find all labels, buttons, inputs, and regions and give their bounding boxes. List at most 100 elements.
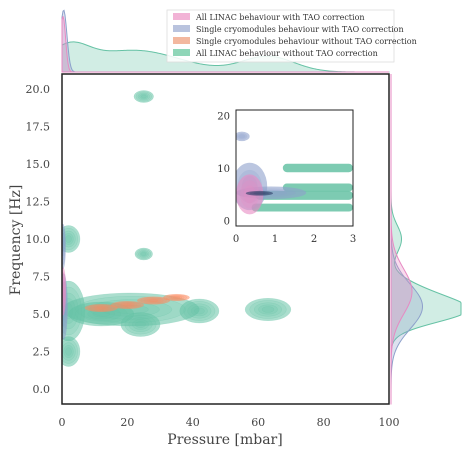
inset-density	[236, 131, 353, 215]
y-tick-label: 5.0	[33, 308, 51, 321]
inset-x-tick-label: 2	[311, 234, 317, 245]
x-tick-labels: 0 20 40 60 80 100	[59, 416, 400, 429]
x-axis-label: Pressure [mbar]	[167, 432, 282, 448]
inset-plot: 0 1 2 3 0 10 20	[217, 109, 356, 245]
legend-entry: All LINAC behaviour without TAO correcti…	[173, 49, 378, 58]
contour-level	[62, 227, 78, 251]
contour-level	[133, 90, 154, 103]
y-tick-label: 20.0	[26, 83, 51, 96]
marginal-x-density	[61, 9, 390, 73]
contour-level	[62, 272, 66, 311]
inset-y-tick-label: 20	[217, 111, 230, 122]
density-blob-s2-1	[62, 223, 66, 270]
contour-level	[258, 304, 278, 315]
density-blob-s0-9	[62, 336, 81, 367]
y-tick-label: 15.0	[26, 158, 51, 171]
legend-entry: Single cryomodules behaviour without TAO…	[173, 37, 417, 46]
contour-level	[62, 342, 76, 361]
y-tick-labels: 0.0 2.5 5.0 7.5 10.0 12.5 15.0 17.5 20.0	[26, 83, 51, 396]
contour-level	[94, 306, 109, 310]
contour-level	[146, 298, 161, 303]
contour-level	[128, 317, 153, 332]
density-blob-s3-0	[62, 267, 67, 316]
marginal-y-curve	[390, 74, 462, 404]
contour-level	[114, 301, 141, 309]
contour-level	[117, 302, 138, 308]
marginal-y-density	[390, 74, 462, 405]
contour-level	[249, 300, 287, 319]
contour-level	[261, 306, 275, 313]
contour-level	[62, 267, 67, 316]
contour-level	[139, 93, 149, 100]
contour-level	[62, 339, 78, 364]
density-blob-s0-7	[134, 247, 153, 261]
y-tick-label: 10.0	[26, 233, 51, 246]
contour-level	[63, 344, 74, 359]
y-tick-label: 7.5	[33, 271, 51, 284]
inset-blob	[236, 133, 248, 140]
contour-level	[120, 303, 135, 307]
legend-swatch	[173, 49, 190, 56]
inset-blob	[249, 191, 269, 195]
contour-level	[135, 321, 146, 328]
contour-level	[62, 228, 66, 265]
contour-level	[165, 294, 188, 301]
density-blob-s0-4	[179, 298, 220, 324]
x-tick-label: 80	[317, 416, 331, 429]
inset-blob	[236, 131, 250, 142]
inset-y-tick-label: 10	[217, 164, 230, 175]
contour-level	[170, 295, 183, 300]
inset-band	[282, 163, 353, 173]
contour-level	[193, 307, 205, 315]
inset-blob	[245, 190, 274, 196]
contour-level	[136, 296, 171, 305]
density-blob-s0-5	[244, 298, 292, 321]
y-axis-label: Frequency [Hz]	[8, 185, 24, 296]
density-blob-s0-3	[120, 312, 161, 337]
contour-level	[168, 295, 185, 300]
inset-tick-labels: 0 1 2 3 0 10 20	[217, 111, 356, 245]
x-tick-label: 60	[251, 416, 265, 429]
legend-label: Single cryomodules behaviour with TAO co…	[196, 25, 404, 34]
legend-label: All LINAC behaviour with TAO correction	[195, 13, 365, 22]
y-tick-label: 2.5	[33, 346, 51, 359]
contour-level	[187, 303, 212, 319]
y-tick-label: 0.0	[33, 383, 51, 396]
legend-box	[166, 9, 395, 63]
contour-level	[124, 314, 157, 335]
contour-level	[254, 302, 282, 317]
legend-swatch	[173, 13, 190, 20]
inset-x-tick-label: 1	[272, 234, 278, 245]
x-tick-label: 40	[186, 416, 200, 429]
x-tick-label: 0	[59, 416, 66, 429]
contour-level	[91, 305, 112, 311]
contour-level	[244, 298, 292, 321]
legend-entry: All LINAC behaviour with TAO correction	[173, 13, 365, 22]
legend: All LINAC behaviour with TAO correction S…	[166, 9, 417, 63]
density-blob-s0-2	[62, 280, 86, 342]
inset-x-tick-label: 3	[350, 234, 356, 245]
density-blob-s1-2	[136, 296, 171, 305]
contour-level	[141, 252, 147, 256]
y-tick-label: 12.5	[26, 196, 51, 209]
inset-x-tick-label: 0	[233, 234, 239, 245]
contour-level	[190, 305, 208, 317]
contour-level	[172, 296, 181, 299]
density-blob-s1-0	[84, 304, 118, 312]
contour-level	[136, 248, 152, 260]
contour-level	[163, 293, 190, 302]
x-tick-label: 20	[120, 416, 134, 429]
density-blob-s0-8	[133, 90, 154, 103]
density-blob-s0-6	[62, 225, 81, 253]
contour-level	[140, 297, 167, 304]
density-contours	[62, 90, 292, 367]
contour-level	[131, 319, 149, 330]
legend-entry: Single cryomodules behaviour with TAO co…	[173, 25, 404, 34]
contour-level	[110, 301, 145, 309]
marginal-y-curve	[390, 74, 413, 404]
contour-level	[87, 304, 115, 312]
inset-blob	[238, 134, 246, 139]
y-tick-label: 17.5	[26, 121, 51, 134]
density-blob-s1-1	[110, 301, 145, 309]
contour-level	[134, 247, 153, 261]
